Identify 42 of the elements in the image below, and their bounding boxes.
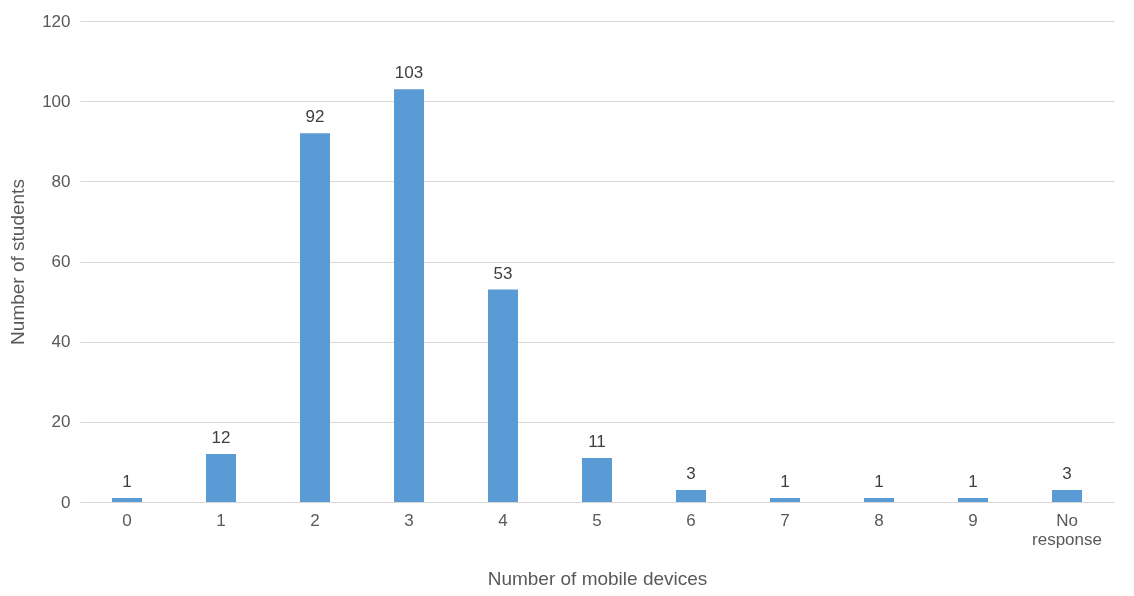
y-axis-title: Number of students [7, 179, 29, 345]
x-tick-label: 0 [122, 510, 132, 530]
x-tick-label: No response [1032, 510, 1102, 549]
bar [1052, 489, 1082, 502]
data-label: 3 [686, 463, 696, 483]
x-tick-label: 8 [874, 510, 884, 530]
bar [864, 497, 894, 502]
bar [676, 489, 706, 502]
data-label: 92 [305, 107, 325, 127]
y-tick-label: 20 [51, 412, 71, 432]
data-label: 103 [394, 63, 424, 83]
bar [300, 133, 330, 502]
data-label: 11 [588, 431, 606, 451]
x-tick-label: 7 [780, 510, 790, 530]
data-label: 1 [780, 471, 790, 491]
data-label: 53 [493, 263, 513, 283]
y-tick-label: 80 [51, 171, 71, 191]
y-tick-label: 0 [61, 492, 71, 512]
data-label: 1 [968, 471, 978, 491]
data-label: 1 [874, 471, 884, 491]
bar [770, 497, 800, 502]
x-tick-label: 6 [686, 510, 696, 530]
data-label: 1 [122, 471, 132, 491]
bar [958, 497, 988, 502]
x-tick-label: 5 [592, 510, 602, 530]
data-label: 12 [211, 427, 231, 447]
bar [582, 457, 612, 502]
y-tick-label: 60 [51, 252, 71, 271]
x-tick-label: 1 [216, 510, 226, 530]
bar [488, 289, 518, 502]
x-tick-label: 3 [404, 510, 414, 530]
bar [394, 89, 424, 502]
y-tick-label: 100 [42, 91, 71, 111]
x-tick-label: 2 [310, 510, 320, 530]
x-tick-label: 9 [968, 510, 978, 530]
bar [206, 453, 236, 502]
y-tick-label: 120 [42, 11, 71, 31]
x-tick-label: 4 [498, 510, 508, 530]
data-label: 3 [1062, 463, 1072, 483]
y-tick-label: 40 [51, 332, 71, 352]
x-axis-title: Number of mobile devices [487, 567, 708, 589]
bar [112, 497, 142, 502]
